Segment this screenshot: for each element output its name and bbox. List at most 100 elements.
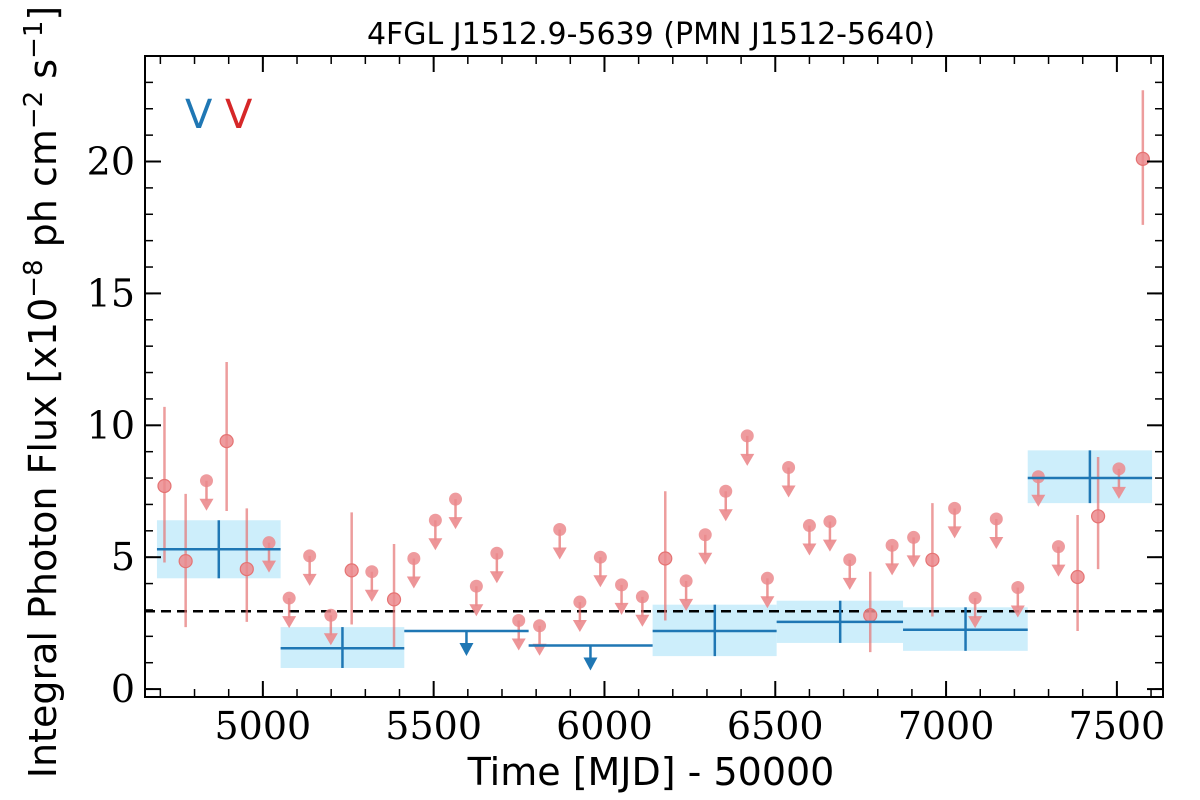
- monthly-upper-limit-point: [740, 429, 754, 443]
- monthly-flux-point: [925, 552, 940, 567]
- monthly-upper-limit-point: [698, 528, 712, 542]
- x-tick-label: 5500: [385, 704, 482, 748]
- x-tick-label: 7000: [898, 704, 995, 748]
- monthly-upper-limit-arrow: [740, 453, 755, 466]
- monthly-upper-limit-arrow: [947, 526, 962, 539]
- plot-area: 5000 5500 6000 6500 7000 7500 0 5 10 15 20: [87, 55, 1166, 748]
- monthly-upper-limit-point: [1011, 581, 1025, 595]
- monthly-upper-limit-arrow: [614, 602, 629, 615]
- x-tick-label: 5000: [214, 704, 311, 748]
- monthly-upper-limit-point: [324, 608, 338, 622]
- monthly-upper-limit-arrow: [968, 616, 983, 629]
- monthly-upper-limit-point: [553, 522, 567, 536]
- monthly-upper-limit-arrow: [302, 573, 317, 586]
- x-tick-label: 7500: [1069, 704, 1166, 748]
- monthly-upper-limit-point: [782, 461, 796, 475]
- monthly-upper-limit-arrow: [282, 616, 297, 629]
- monthly-upper-limit-arrow: [679, 598, 694, 611]
- monthly-upper-limit-point: [365, 565, 379, 579]
- monthly-upper-limit-point: [948, 501, 962, 515]
- monthly-upper-limit-arrow: [698, 552, 713, 565]
- monthly-upper-limit-arrow: [1111, 486, 1126, 499]
- monthly-upper-limit-arrow: [552, 547, 567, 560]
- y-axis-label-part: ]: [21, 6, 65, 21]
- monthly-flux-point: [239, 561, 254, 577]
- monthly-upper-limit-arrow: [572, 620, 587, 633]
- y-axis-label-part: ph cm: [21, 129, 65, 259]
- monthly-flux-point: [1070, 569, 1085, 585]
- monthly-flux-point: [219, 434, 234, 449]
- binned-upper-limit-arrow: [459, 643, 474, 657]
- axes-frame: [144, 55, 1164, 698]
- monthly-upper-limit-arrow: [802, 543, 817, 556]
- monthly-upper-limit-point: [1031, 470, 1045, 484]
- monthly-upper-limit-arrow: [989, 536, 1004, 549]
- y-tick-label: 10: [87, 403, 135, 447]
- monthly-upper-limit-arrow: [448, 517, 463, 530]
- y-tick-label: 0: [111, 667, 135, 711]
- y-axis-label: Integral Photon Flux [x10−8 ph cm−2 s−1]: [19, 6, 65, 779]
- monthly-upper-limit-point: [679, 574, 693, 588]
- monthly-upper-limit-point: [719, 484, 733, 498]
- monthly-upper-limit-arrow: [489, 571, 504, 584]
- monthly-upper-limit-arrow: [781, 485, 796, 498]
- monthly-upper-limit-point: [823, 515, 837, 529]
- monthly-upper-limit-arrow: [406, 576, 421, 589]
- x-axis-label: Time [MJD] - 50000: [467, 750, 835, 794]
- y-axis-label-exp: −1: [19, 21, 49, 59]
- monthly-upper-limit-point: [533, 619, 547, 633]
- monthly-upper-limit-point: [199, 474, 213, 488]
- monthly-upper-limit-point: [282, 591, 296, 605]
- monthly-upper-limit-point: [303, 549, 317, 563]
- monthly-upper-limit-arrow: [842, 577, 857, 590]
- monthly-upper-limit-arrow: [323, 633, 338, 646]
- monthly-upper-limit-arrow: [906, 555, 921, 568]
- monthly-upper-limit-point: [593, 550, 607, 564]
- monthly-flux-point: [344, 563, 359, 578]
- y-tick-label: 20: [87, 140, 135, 184]
- y-tick-label: 5: [111, 535, 135, 579]
- monthly-flux-point: [863, 608, 878, 623]
- legend-binned-label: V: [185, 92, 213, 138]
- monthly-upper-limit-point: [907, 530, 921, 544]
- monthly-flux-point: [386, 592, 402, 607]
- monthly-upper-limit-arrow: [593, 575, 608, 588]
- monthly-upper-limit-arrow: [262, 560, 277, 573]
- monthly-upper-limit-point: [1112, 462, 1126, 476]
- x-tick-label: 6000: [556, 704, 653, 748]
- monthly-upper-limit-point: [802, 519, 816, 533]
- monthly-upper-limit-point: [615, 578, 629, 592]
- monthly-upper-limit-point: [469, 579, 483, 593]
- monthly-upper-limit-point: [490, 546, 504, 560]
- monthly-upper-limit-point: [407, 552, 421, 566]
- monthly-upper-limit-point: [760, 571, 774, 585]
- monthly-upper-limit-point: [262, 536, 276, 550]
- monthly-upper-limit-point: [573, 595, 587, 609]
- monthly-upper-limit-point: [1051, 540, 1065, 554]
- legend-monthly-label: V: [225, 92, 253, 138]
- monthly-upper-limit-point: [512, 614, 526, 628]
- monthly-upper-limit-arrow: [760, 596, 775, 609]
- monthly-upper-limit-point: [449, 492, 463, 506]
- monthly-upper-limit-arrow: [1051, 564, 1066, 577]
- monthly-upper-limit-point: [968, 591, 982, 605]
- monthly-upper-limit-arrow: [428, 538, 443, 551]
- x-tick-label: 6500: [727, 704, 824, 748]
- chart-title: 4FGL J1512.9-5639 (PMN J1512-5640): [367, 17, 935, 52]
- y-axis-label-part: s: [21, 59, 65, 91]
- y-tick-label: 15: [87, 271, 135, 315]
- monthly-upper-limit-point: [635, 590, 649, 604]
- binned-upper-limit-arrow: [583, 657, 598, 671]
- monthly-upper-limit-point: [428, 513, 442, 527]
- monthly-upper-limit-arrow: [822, 539, 837, 552]
- monthly-upper-limit-arrow: [1010, 605, 1025, 618]
- y-axis-label-part: Integral Photon Flux [x10: [21, 298, 65, 779]
- monthly-flux-point: [178, 554, 193, 569]
- monthly-upper-limit-arrow: [635, 614, 650, 627]
- monthly-upper-limit-point: [885, 538, 899, 552]
- monthly-upper-limit-arrow: [199, 498, 214, 511]
- monthly-upper-limit-point: [843, 553, 857, 567]
- monthly-upper-limit-arrow: [718, 509, 733, 522]
